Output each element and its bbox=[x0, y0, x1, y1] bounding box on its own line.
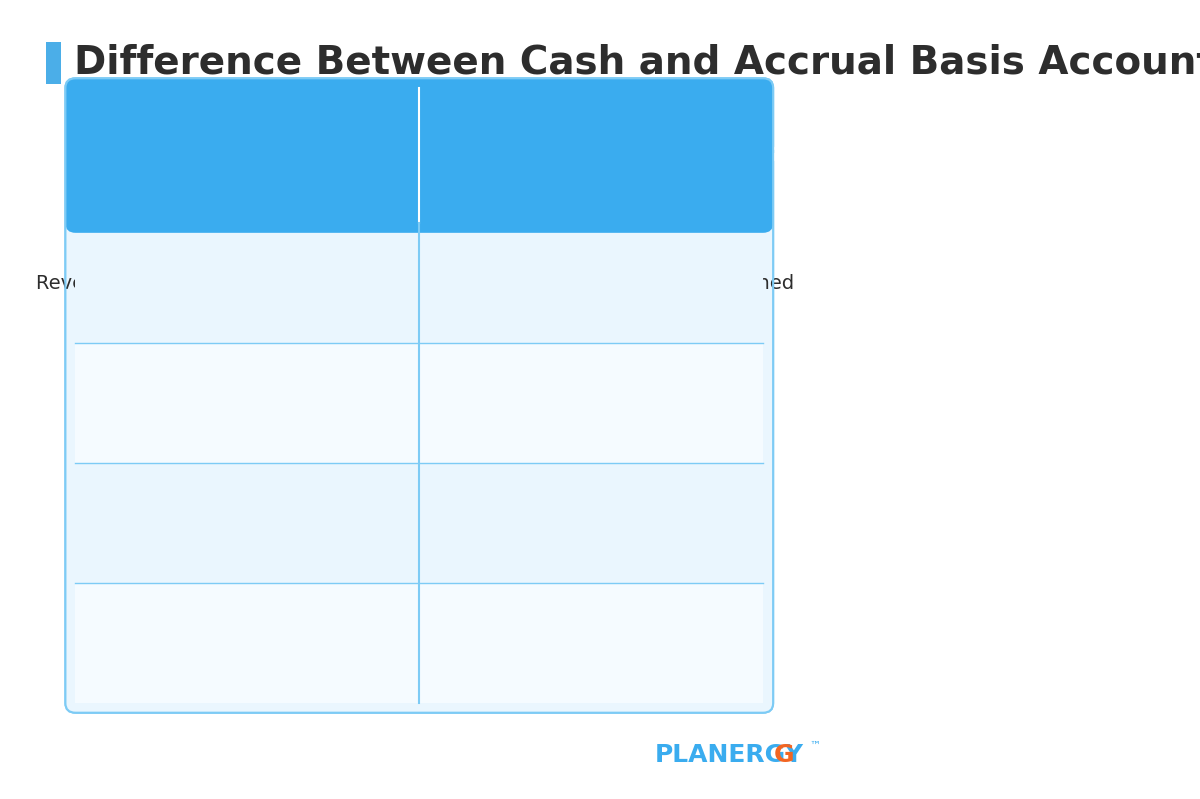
Text: Revenue is recorded when cash is earned: Revenue is recorded when cash is earned bbox=[388, 274, 794, 292]
Text: G: G bbox=[774, 743, 794, 767]
Text: Expenses are recorded when
they are incurred: Expenses are recorded when they are incu… bbox=[450, 383, 732, 423]
Text: ACCRUAL BASIS ACCOUNTING: ACCRUAL BASIS ACCOUNTING bbox=[406, 145, 776, 165]
Text: PLANERGY: PLANERGY bbox=[655, 743, 804, 767]
Text: Expenses are recorded when
they are paid: Expenses are recorded when they are paid bbox=[106, 383, 389, 423]
Text: Revenue is recorded when cash is received: Revenue is recorded when cash is receive… bbox=[36, 274, 458, 292]
FancyBboxPatch shape bbox=[66, 213, 773, 713]
Text: Necessary for businesses that
follow GAAP rules: Necessary for businesses that follow GAA… bbox=[445, 622, 738, 664]
Bar bbox=[76, 344, 763, 463]
FancyBboxPatch shape bbox=[46, 42, 61, 84]
FancyBboxPatch shape bbox=[66, 78, 773, 233]
Bar bbox=[76, 223, 763, 344]
Text: Taxes are paid on income earned,
even if not yet received: Taxes are paid on income earned, even if… bbox=[427, 503, 756, 543]
FancyBboxPatch shape bbox=[66, 78, 773, 713]
Bar bbox=[76, 176, 763, 223]
Text: ™: ™ bbox=[810, 741, 821, 750]
Bar bbox=[76, 463, 763, 583]
Text: Difference Between Cash and Accrual Basis Accounting: Difference Between Cash and Accrual Basi… bbox=[73, 44, 1200, 82]
Bar bbox=[76, 583, 763, 703]
Text: Taxes are paid on cash that
has been received: Taxes are paid on cash that has been rec… bbox=[114, 503, 380, 543]
Text: Not allowed under GAAP rules: Not allowed under GAAP rules bbox=[101, 634, 394, 653]
Text: CASH BASIS ACCOUNTING: CASH BASIS ACCOUNTING bbox=[85, 145, 409, 165]
